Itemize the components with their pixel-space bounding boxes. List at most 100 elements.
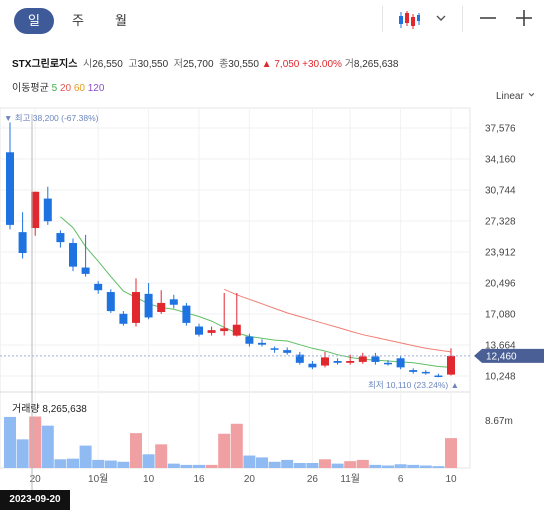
volume-bar [281, 459, 294, 468]
volume-value: 8,265,638 [353, 59, 399, 70]
volume-bar [54, 459, 67, 468]
high-label: 고 [128, 59, 138, 70]
candle-body [295, 354, 304, 363]
candle-body [371, 356, 380, 362]
tab-daily[interactable]: 일 [14, 8, 54, 34]
change-percent: +30.00% [302, 59, 342, 70]
candle-body [396, 358, 405, 368]
candle-body [195, 326, 203, 335]
volume-bar [293, 463, 306, 468]
volume-bar [205, 464, 218, 468]
volume-bar [180, 464, 193, 468]
volume-bar [445, 438, 457, 468]
ma-120-label[interactable]: 120 [87, 83, 105, 94]
current-price-tag [474, 348, 544, 363]
volume-bar [432, 466, 445, 468]
candle-body [245, 336, 254, 344]
volume-bar [104, 460, 117, 468]
x-tick-label: 20 [30, 474, 42, 485]
candle-body [94, 283, 103, 291]
volume-bar [394, 464, 407, 468]
candle-body [421, 371, 430, 374]
volume-bar [256, 457, 268, 468]
minus-icon[interactable] [478, 8, 498, 28]
volume-bar [117, 461, 130, 468]
toolbar-divider [382, 6, 383, 32]
plus-icon[interactable] [514, 8, 534, 28]
high-price-marker: ▼ 최고 38,200 (-67.38%) [4, 113, 99, 123]
crosshair-date-badge: 2023-09-20 [0, 490, 70, 510]
x-tick-label: 26 [307, 474, 319, 485]
volume-bar [268, 461, 281, 468]
volume-panel-label: 거래량 8,265,638 [12, 404, 87, 415]
high-value: 30,550 [137, 59, 169, 70]
volume-bar [130, 433, 142, 468]
candle-body [207, 330, 216, 333]
candle-body [119, 313, 128, 324]
volume-bar [155, 444, 168, 468]
candle-body [384, 362, 392, 365]
volume-bar [218, 433, 231, 468]
volume-bar [319, 459, 331, 468]
volume-bar [306, 463, 319, 468]
toolbar: 일 주 월 [0, 0, 554, 40]
tab-monthly[interactable]: 월 [115, 13, 127, 28]
current-price-label: 12,460 [486, 351, 517, 362]
close-value: 30,550 [228, 59, 259, 70]
moving-average-legend: 이동평균 5 20 60 120 [12, 79, 104, 94]
ma-20-label[interactable]: 20 [59, 83, 72, 94]
scale-select[interactable]: Linear [496, 91, 536, 102]
volume-bar [419, 465, 432, 468]
candle-body [358, 356, 367, 362]
ohlc-info-line: STX그린로지스 시26,550 고30,550 저25,700 종30,550… [12, 55, 398, 70]
volume-axis-label: 8.67m [485, 416, 513, 427]
y-tick-label: 13,664 [485, 341, 516, 352]
candle-body [157, 302, 166, 313]
chevron-down-icon[interactable] [434, 11, 448, 25]
y-tick-label: 34,160 [485, 155, 516, 166]
volume-bar [4, 416, 16, 468]
candle-body [409, 370, 418, 372]
ma-20-line [223, 288, 452, 353]
volume-bar [382, 465, 394, 468]
volume-bar [16, 439, 29, 468]
x-tick-label: 10월 [88, 473, 108, 485]
x-tick-label: 20 [244, 474, 256, 485]
volume-bar [193, 464, 205, 468]
ma-5-label[interactable]: 5 [51, 83, 58, 94]
low-price-marker: 최저 10,110 (23.24%) ▲ [368, 380, 459, 390]
low-value: 25,700 [182, 59, 214, 70]
candle-body [270, 348, 279, 350]
candle-body [31, 191, 40, 229]
stock-name: STX그린로지스 [12, 59, 78, 70]
volume-bar [356, 459, 369, 468]
y-tick-label: 10,248 [485, 372, 516, 383]
volume-bar [142, 454, 155, 468]
open-label: 시 [83, 59, 93, 70]
volume-bar [344, 461, 357, 468]
x-tick-label: 10 [445, 474, 457, 485]
volume-bar [331, 463, 344, 468]
low-label: 저 [173, 59, 183, 70]
tab-weekly[interactable]: 주 [72, 13, 84, 28]
volume-bar [407, 464, 420, 468]
scale-label: Linear [496, 91, 524, 102]
ma-5-line [60, 216, 452, 368]
open-value: 26,550 [92, 59, 123, 70]
candlestick-icon[interactable] [397, 10, 421, 30]
ma-60-label[interactable]: 60 [73, 83, 85, 94]
candle-body [81, 267, 90, 274]
candle-body [6, 152, 14, 225]
candle-body [308, 363, 317, 368]
candle-body [169, 299, 178, 305]
close-label: 종 [219, 59, 229, 70]
volume-bar [29, 416, 42, 468]
change-value: ▲ 7,050 [261, 59, 300, 70]
candle-body [346, 361, 355, 363]
chevron-down-icon [528, 93, 534, 97]
candle-body [283, 350, 292, 353]
x-tick-label: 6 [398, 474, 404, 485]
candle-body [232, 324, 241, 336]
